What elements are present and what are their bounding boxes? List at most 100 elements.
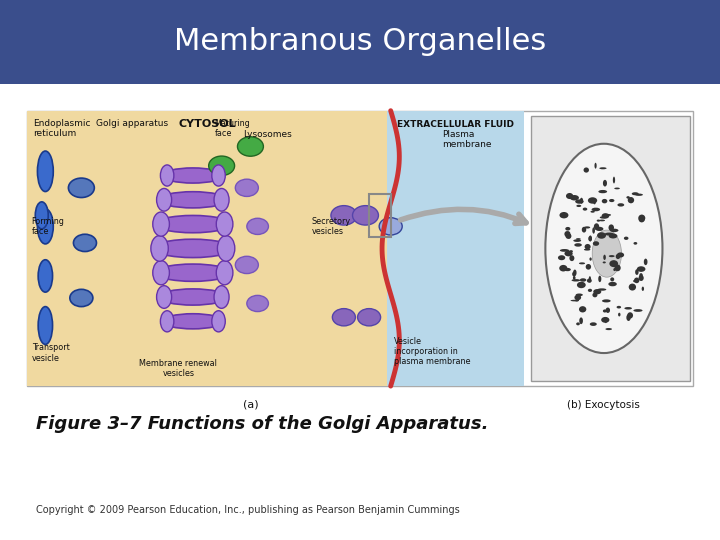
Ellipse shape bbox=[638, 214, 645, 221]
Ellipse shape bbox=[580, 198, 583, 204]
Ellipse shape bbox=[590, 322, 597, 326]
Ellipse shape bbox=[153, 239, 233, 258]
Ellipse shape bbox=[617, 252, 624, 258]
Ellipse shape bbox=[155, 264, 230, 281]
Ellipse shape bbox=[153, 212, 169, 236]
Ellipse shape bbox=[595, 227, 603, 231]
Ellipse shape bbox=[214, 286, 229, 308]
Ellipse shape bbox=[158, 289, 227, 305]
Ellipse shape bbox=[585, 264, 591, 269]
Ellipse shape bbox=[600, 216, 606, 219]
Ellipse shape bbox=[38, 307, 53, 345]
Ellipse shape bbox=[601, 317, 609, 323]
Ellipse shape bbox=[212, 165, 225, 186]
Ellipse shape bbox=[566, 231, 570, 237]
Text: Vesicle
incorporation in
plasma membrane: Vesicle incorporation in plasma membrane bbox=[395, 336, 471, 366]
Text: Transport
vesicle: Transport vesicle bbox=[32, 343, 69, 363]
Ellipse shape bbox=[634, 242, 637, 245]
Ellipse shape bbox=[37, 151, 53, 192]
Ellipse shape bbox=[634, 309, 642, 312]
Ellipse shape bbox=[570, 250, 573, 253]
Ellipse shape bbox=[156, 188, 171, 211]
Text: Maturing
face: Maturing face bbox=[215, 119, 250, 138]
Circle shape bbox=[379, 218, 402, 235]
Circle shape bbox=[73, 234, 96, 252]
Text: Plasma
membrane: Plasma membrane bbox=[441, 130, 491, 150]
Ellipse shape bbox=[593, 227, 595, 234]
Ellipse shape bbox=[584, 248, 590, 251]
Text: Forming
face: Forming face bbox=[32, 217, 65, 236]
Ellipse shape bbox=[565, 233, 572, 239]
Ellipse shape bbox=[576, 322, 580, 326]
Ellipse shape bbox=[216, 212, 233, 236]
Bar bbox=[387, 111, 523, 386]
Circle shape bbox=[247, 295, 269, 312]
Ellipse shape bbox=[575, 199, 584, 204]
Ellipse shape bbox=[37, 209, 53, 244]
Ellipse shape bbox=[216, 261, 233, 285]
Bar bbox=[27, 111, 387, 386]
Ellipse shape bbox=[573, 239, 581, 242]
Ellipse shape bbox=[595, 163, 597, 168]
Ellipse shape bbox=[624, 307, 632, 309]
Ellipse shape bbox=[618, 313, 621, 316]
Ellipse shape bbox=[624, 237, 629, 240]
Ellipse shape bbox=[590, 211, 595, 213]
Circle shape bbox=[247, 218, 269, 234]
Ellipse shape bbox=[161, 165, 174, 186]
Ellipse shape bbox=[609, 255, 615, 257]
Ellipse shape bbox=[611, 278, 614, 281]
Ellipse shape bbox=[642, 287, 644, 291]
Ellipse shape bbox=[575, 300, 579, 301]
Text: CYTOSOL: CYTOSOL bbox=[179, 119, 236, 130]
Ellipse shape bbox=[635, 193, 643, 196]
Ellipse shape bbox=[599, 167, 606, 170]
Ellipse shape bbox=[162, 168, 223, 183]
Ellipse shape bbox=[593, 200, 596, 204]
Text: Figure 3–7 Functions of the Golgi Apparatus.: Figure 3–7 Functions of the Golgi Appara… bbox=[36, 415, 488, 433]
Ellipse shape bbox=[614, 265, 621, 271]
Text: Copyright © 2009 Pearson Education, Inc., publishing as Pearson Benjamin Cumming: Copyright © 2009 Pearson Education, Inc.… bbox=[36, 505, 460, 515]
Ellipse shape bbox=[603, 255, 606, 260]
Ellipse shape bbox=[564, 251, 572, 256]
Ellipse shape bbox=[606, 307, 610, 313]
Ellipse shape bbox=[576, 238, 581, 240]
Ellipse shape bbox=[603, 309, 607, 313]
Ellipse shape bbox=[613, 177, 615, 184]
Ellipse shape bbox=[598, 190, 607, 193]
Ellipse shape bbox=[616, 306, 621, 308]
Ellipse shape bbox=[577, 282, 586, 288]
Ellipse shape bbox=[614, 187, 620, 190]
Ellipse shape bbox=[582, 227, 586, 233]
Ellipse shape bbox=[217, 235, 235, 261]
Ellipse shape bbox=[565, 227, 570, 231]
Ellipse shape bbox=[583, 167, 589, 173]
Circle shape bbox=[68, 178, 94, 198]
Ellipse shape bbox=[602, 213, 609, 219]
Ellipse shape bbox=[608, 234, 618, 239]
Ellipse shape bbox=[597, 220, 600, 222]
Ellipse shape bbox=[626, 196, 630, 199]
Ellipse shape bbox=[560, 249, 569, 252]
Ellipse shape bbox=[605, 233, 614, 235]
Ellipse shape bbox=[579, 306, 586, 313]
Ellipse shape bbox=[545, 144, 662, 353]
Ellipse shape bbox=[153, 261, 169, 285]
Ellipse shape bbox=[590, 258, 592, 261]
Ellipse shape bbox=[587, 279, 592, 283]
Ellipse shape bbox=[635, 269, 639, 275]
Text: Golgi apparatus: Golgi apparatus bbox=[96, 119, 168, 128]
Text: Endoplasmic
reticulum: Endoplasmic reticulum bbox=[33, 119, 91, 138]
Circle shape bbox=[70, 289, 93, 307]
Ellipse shape bbox=[576, 205, 581, 207]
Ellipse shape bbox=[151, 235, 168, 261]
Ellipse shape bbox=[214, 188, 229, 211]
Text: Membranous Organelles: Membranous Organelles bbox=[174, 28, 546, 56]
Ellipse shape bbox=[602, 299, 611, 302]
Ellipse shape bbox=[158, 192, 227, 208]
Ellipse shape bbox=[598, 275, 601, 282]
Ellipse shape bbox=[602, 199, 608, 204]
Ellipse shape bbox=[613, 268, 616, 271]
Ellipse shape bbox=[564, 268, 571, 271]
Ellipse shape bbox=[589, 276, 591, 282]
